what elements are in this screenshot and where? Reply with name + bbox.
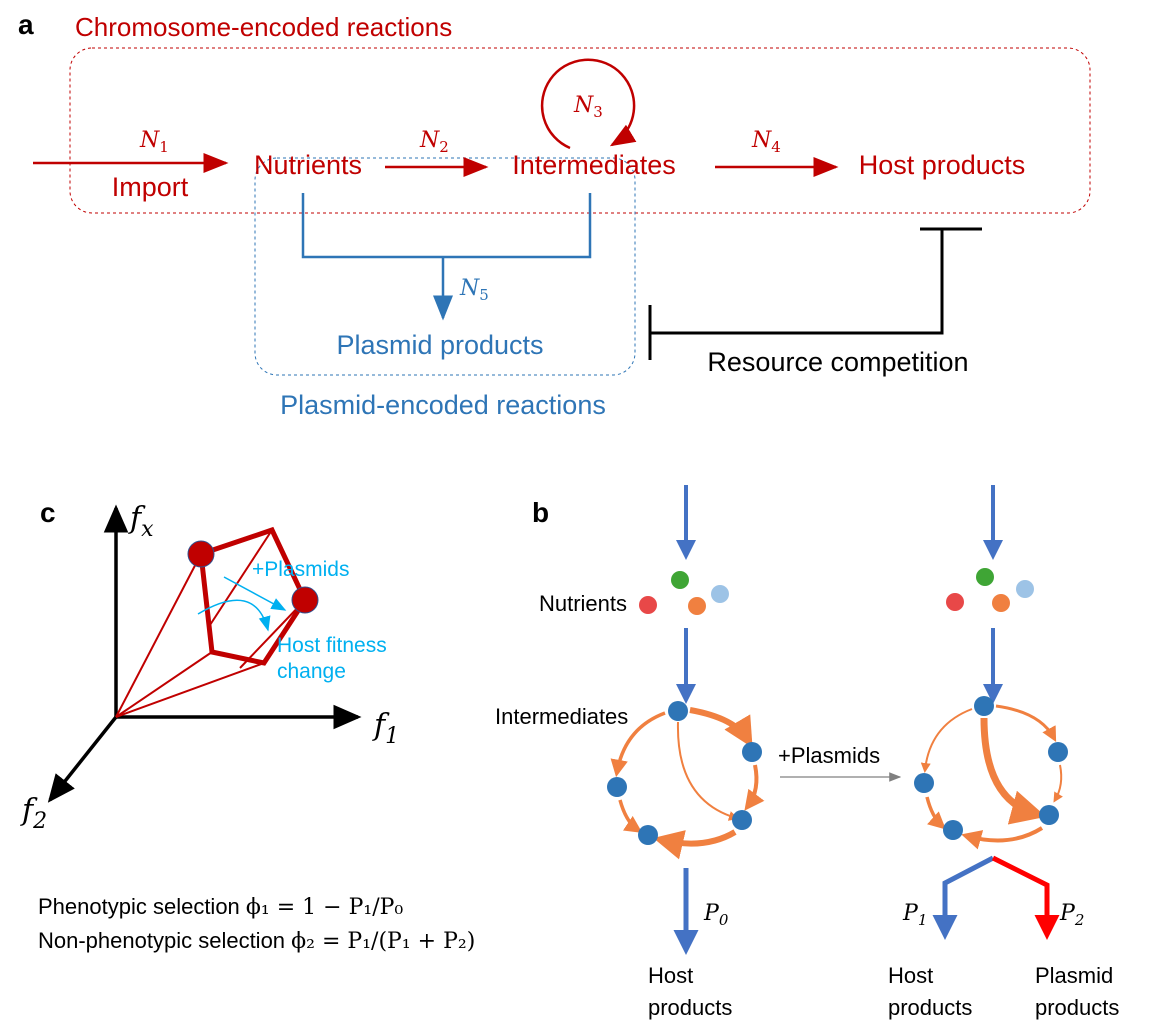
p2-arrow	[991, 855, 1060, 940]
fx-label: fx	[128, 501, 154, 542]
flux-edges-left	[610, 707, 765, 860]
p1-label: P1	[902, 901, 927, 929]
n3-label: N3	[573, 93, 603, 121]
p2-label: P2	[1059, 901, 1084, 929]
intermediates-label: Intermediates	[512, 150, 676, 180]
host-products-label-right-1: Host	[888, 963, 933, 988]
n3-loop-arrow	[540, 58, 637, 150]
p0-label: P0	[703, 901, 729, 929]
host-products-label-left-2: products	[648, 995, 732, 1020]
n1-label: N1	[139, 128, 169, 156]
fitness-point-after	[291, 586, 319, 614]
host-products-label-left-1: Host	[648, 963, 693, 988]
plasmid-shift-arrow	[223, 576, 287, 611]
flux-edges-right	[920, 704, 1063, 850]
panel-b: b Nutrients Intermediates P0 Host produc…	[495, 485, 1119, 1020]
nutrient-dot	[671, 571, 689, 589]
equation-non-phenotypic: Non-phenotypic selection ϕ₂ = P₁/(P₁ + P…	[38, 928, 475, 954]
fitness-point-before	[187, 540, 215, 568]
intermediates-label-b: Intermediates	[495, 704, 628, 729]
nutrients-label-b: Nutrients	[539, 591, 627, 616]
resource-competition-label: Resource competition	[707, 347, 968, 377]
nutrient-dot	[711, 585, 729, 603]
plasmids-transition-label: +Plasmids	[778, 743, 880, 768]
nutrient-dot	[1016, 580, 1034, 598]
p1-arrow	[932, 855, 995, 940]
c-plasmids-label: +Plasmids	[252, 558, 349, 581]
intermediate-nodes-left	[607, 701, 762, 845]
n5-label: N5	[459, 276, 489, 304]
plasmid-products-label-2: products	[1035, 995, 1119, 1020]
panel-c: c fx f1 f2 +Plasmids Host fitness change…	[20, 497, 475, 954]
nutrient-dot	[992, 594, 1010, 612]
plasmid-products-label: Plasmid products	[336, 330, 543, 360]
nutrient-dot	[946, 593, 964, 611]
plasmid-bracket	[301, 193, 592, 259]
fitness-polytope	[115, 526, 308, 718]
equation-phenotypic: Phenotypic selection ϕ₁ = 1 − P₁/P₀	[38, 894, 403, 920]
chromosome-box	[69, 47, 1091, 214]
n4-label: N4	[751, 128, 781, 156]
import-label: Import	[112, 172, 189, 202]
panel-label-b: b	[532, 497, 549, 528]
host-products-label: Host products	[859, 150, 1026, 180]
f2-axis	[47, 715, 118, 803]
f2-label: f2	[20, 793, 47, 834]
intermediate-nodes-right	[914, 696, 1068, 840]
plasmid-title: Plasmid-encoded reactions	[280, 390, 606, 420]
panel-a: a Chromosome-encoded reactions N1 Import…	[18, 9, 1091, 420]
fitness-change-arrow	[197, 599, 271, 632]
panel-label-c: c	[40, 497, 56, 528]
plasmid-box	[254, 157, 636, 376]
resource-competition-inhibition	[648, 227, 982, 360]
host-fitness-label: Host fitness	[277, 634, 387, 657]
change-label: change	[277, 660, 346, 683]
f1-label: f1	[372, 708, 399, 749]
host-products-label-right-2: products	[888, 995, 972, 1020]
panel-label-a: a	[18, 9, 34, 40]
nutrient-dot	[688, 597, 706, 615]
plasmid-products-label-1: Plasmid	[1035, 963, 1113, 988]
nutrient-dot	[639, 596, 657, 614]
nutrient-dot	[976, 568, 994, 586]
nutrients-label: Nutrients	[254, 150, 362, 180]
n2-label: N2	[419, 128, 449, 156]
chromosome-title: Chromosome-encoded reactions	[75, 12, 452, 42]
